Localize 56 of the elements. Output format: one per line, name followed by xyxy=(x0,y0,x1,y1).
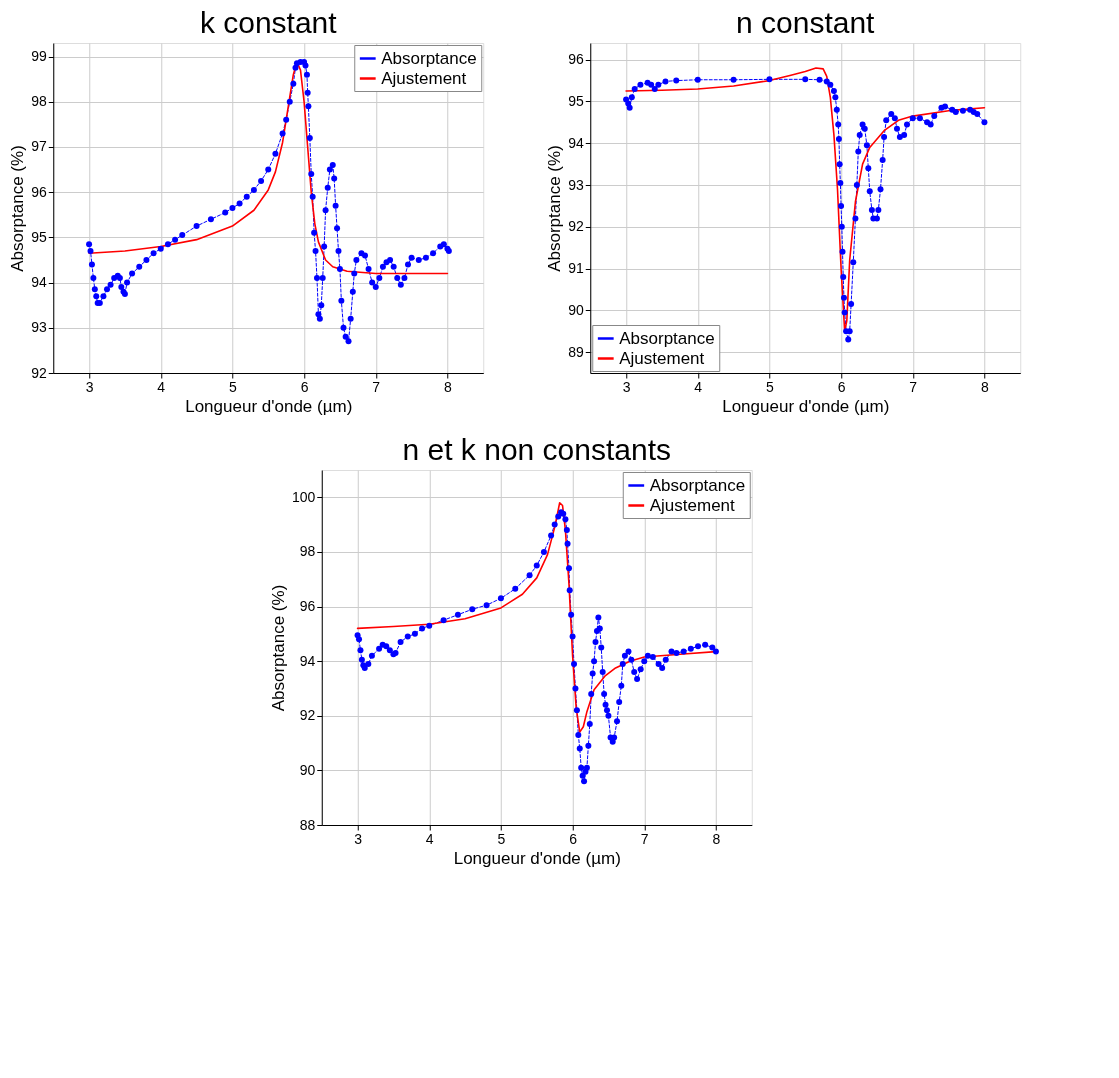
x-tick-label: 8 xyxy=(981,378,990,395)
y-tick-label: 99 xyxy=(31,48,47,65)
y-tick-label: 98 xyxy=(299,543,316,560)
legend-label: Absorptance xyxy=(381,48,477,68)
y-tick-label: 91 xyxy=(568,260,584,277)
x-tick-label: 7 xyxy=(909,378,918,395)
x-tick-label: 6 xyxy=(300,378,309,395)
x-tick-label: 4 xyxy=(425,830,434,847)
y-tick-label: 96 xyxy=(299,598,316,615)
legend-label: Absorptance xyxy=(619,328,715,348)
y-tick-label: 92 xyxy=(299,707,316,724)
x-tick-label: 3 xyxy=(622,378,631,395)
chart-title: n constant xyxy=(736,6,876,39)
x-tick-label: 5 xyxy=(766,378,775,395)
x-axis-title: Longueur d'onde (µm) xyxy=(185,396,353,416)
x-tick-label: 8 xyxy=(444,378,453,395)
chart-title: n et k non constants xyxy=(402,433,672,466)
y-tick-label: 89 xyxy=(568,343,584,360)
x-tick-label: 3 xyxy=(85,378,94,395)
legend-label: Ajustement xyxy=(381,68,467,88)
y-tick-label: 93 xyxy=(568,176,584,193)
x-tick-label: 6 xyxy=(837,378,846,395)
x-tick-label: 4 xyxy=(157,378,166,395)
chart-title: k constant xyxy=(199,6,338,39)
y-tick-label: 94 xyxy=(568,134,584,151)
y-axis-title: Absorptance (%) xyxy=(8,145,28,272)
y-tick-label: 94 xyxy=(299,652,316,669)
y-tick-label: 96 xyxy=(31,183,47,200)
y-tick-label: 100 xyxy=(291,488,316,505)
y-tick-label: 88 xyxy=(299,816,316,833)
y-tick-label: 90 xyxy=(568,301,584,318)
legend-label: Ajustement xyxy=(649,495,736,515)
y-tick-label: 95 xyxy=(31,228,47,245)
x-tick-label: 5 xyxy=(497,830,506,847)
x-tick-label: 5 xyxy=(229,378,238,395)
legend-label: Absorptance xyxy=(649,475,746,495)
x-tick-label: 4 xyxy=(694,378,703,395)
y-tick-label: 98 xyxy=(31,93,47,110)
y-tick-label: 92 xyxy=(31,364,47,381)
y-tick-label: 92 xyxy=(568,218,584,235)
y-tick-label: 90 xyxy=(299,761,316,778)
y-tick-label: 95 xyxy=(568,92,584,109)
y-tick-label: 96 xyxy=(568,51,584,68)
x-axis-title: Longueur d'onde (µm) xyxy=(722,396,890,416)
x-tick-label: 8 xyxy=(712,830,721,847)
y-tick-label: 97 xyxy=(31,138,47,155)
x-tick-label: 3 xyxy=(354,830,363,847)
x-tick-label: 6 xyxy=(569,830,578,847)
y-axis-title: Absorptance (%) xyxy=(545,145,565,272)
y-axis-title: Absorptance (%) xyxy=(268,584,288,712)
x-tick-label: 7 xyxy=(372,378,381,395)
legend-label: Ajustement xyxy=(619,348,705,368)
y-tick-label: 93 xyxy=(31,319,47,336)
x-tick-label: 7 xyxy=(640,830,649,847)
x-axis-title: Longueur d'onde (µm) xyxy=(453,848,621,868)
y-tick-label: 94 xyxy=(31,274,47,291)
